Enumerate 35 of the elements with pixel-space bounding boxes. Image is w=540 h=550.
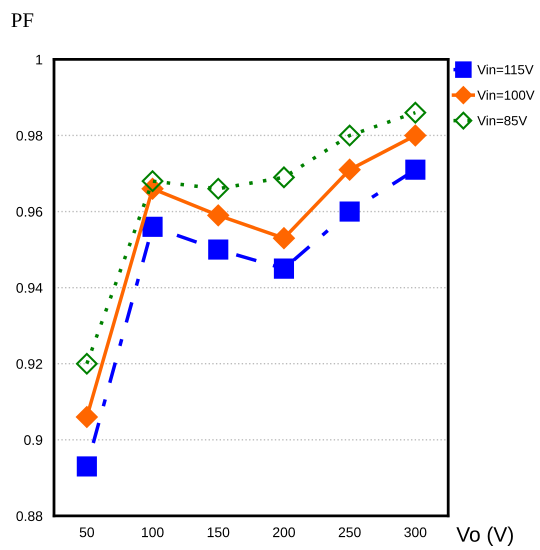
x-tick-label: 250 [338, 527, 361, 538]
point [207, 178, 230, 200]
x-tick-label: 200 [273, 527, 295, 538]
point [208, 240, 228, 260]
point [142, 216, 163, 237]
y-tick-label: 0.88 [16, 511, 42, 522]
point [404, 102, 426, 124]
point [274, 258, 294, 279]
point [142, 170, 164, 192]
y-tick-label: 0.9 [24, 435, 42, 445]
legend-label: Vin=100V [477, 90, 535, 100]
point [76, 352, 98, 375]
legend-label: Vin=115V [477, 64, 534, 74]
point [338, 124, 361, 146]
point [404, 124, 426, 146]
point [76, 456, 97, 477]
y-tick-label: 0.92 [16, 359, 42, 369]
point [273, 227, 295, 250]
y-tick-label: 0.96 [16, 206, 42, 217]
x-tick-label: 100 [142, 527, 164, 538]
point [273, 166, 295, 188]
point [338, 158, 361, 181]
x-tick-label: 50 [80, 527, 94, 538]
y-axis-title: PF [11, 13, 34, 28]
legend-label: Vin=85V [477, 116, 528, 126]
x-tick-label: 150 [208, 527, 230, 538]
point [207, 204, 230, 226]
y-tick-label: 1 [36, 54, 42, 64]
x-tick-label: 300 [404, 527, 426, 538]
point [340, 201, 360, 222]
y-tick-label: 0.98 [16, 130, 42, 141]
point [405, 160, 426, 180]
point [76, 406, 98, 428]
y-tick-label: 0.94 [16, 282, 42, 293]
x-axis-title: Vo (V) [456, 526, 513, 546]
